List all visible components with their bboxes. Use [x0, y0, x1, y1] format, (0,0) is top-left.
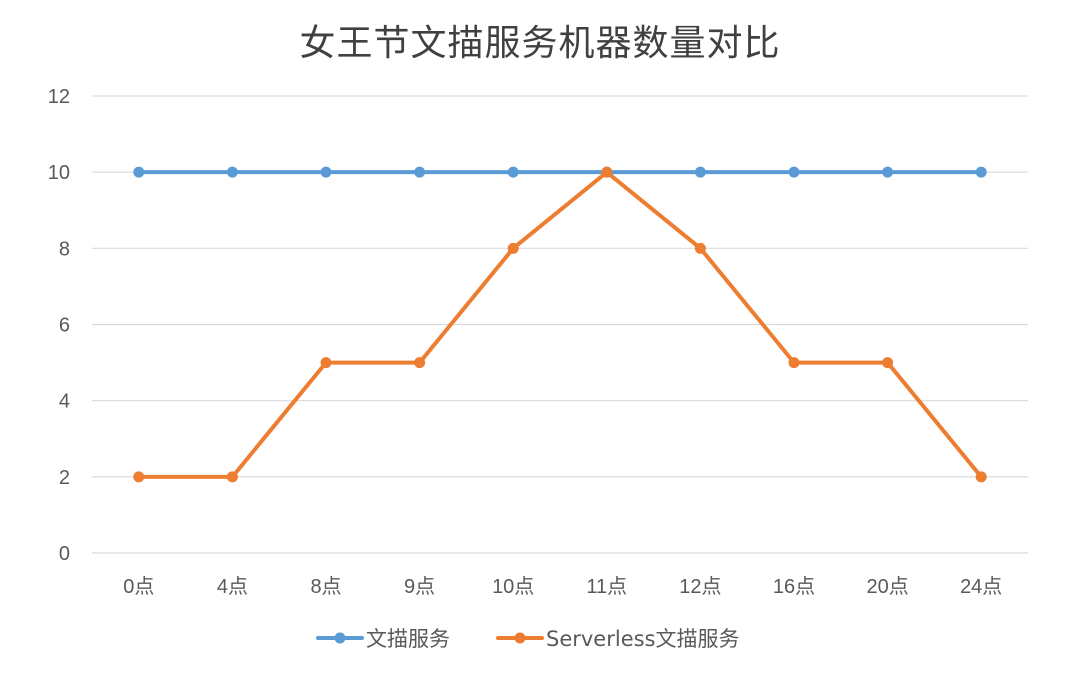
x-tick-label: 20点: [866, 575, 908, 598]
legend: 文描服务 Serverless文描服务: [316, 627, 740, 651]
data-point: [226, 471, 238, 483]
gridlines: [92, 95, 1028, 554]
data-point: [414, 357, 426, 369]
y-tick-label: 6: [59, 315, 70, 337]
data-point: [975, 166, 987, 178]
y-axis-ticks: 0 2 4 6 8 10 12: [48, 86, 70, 565]
y-tick-label: 4: [59, 391, 70, 413]
x-tick-label: 16点: [773, 575, 815, 598]
x-tick-label: 11点: [586, 575, 627, 598]
x-tick-label: 0点: [123, 575, 154, 598]
chart-title: 女王节文描服务机器数量对比: [299, 23, 781, 64]
x-tick-label: 12点: [679, 575, 721, 598]
x-tick-label: 10点: [492, 575, 534, 598]
x-axis-ticks: 0点 4点 8点 9点 10点 11点 12点 16点 20点 24点: [123, 575, 1002, 598]
legend-swatch-marker: [514, 632, 526, 644]
y-tick-label: 10: [48, 162, 70, 184]
series-0: [133, 166, 987, 178]
legend-label: 文描服务: [366, 627, 450, 651]
data-point: [694, 166, 706, 178]
y-tick-label: 0: [59, 543, 70, 565]
y-tick-label: 8: [59, 238, 70, 260]
x-tick-label: 4点: [217, 575, 248, 598]
series-1: [133, 166, 987, 483]
data-point: [507, 166, 519, 178]
legend-label: Serverless文描服务: [546, 627, 740, 651]
data-point: [788, 357, 800, 369]
data-point: [788, 166, 800, 178]
data-point: [320, 357, 332, 369]
data-point: [133, 166, 145, 178]
series-group: [133, 166, 987, 483]
x-tick-label: 9点: [404, 575, 435, 598]
data-point: [975, 471, 987, 483]
legend-swatch-marker: [334, 632, 346, 644]
data-point: [226, 166, 238, 178]
data-point: [601, 166, 613, 178]
data-point: [133, 471, 145, 483]
data-point: [882, 166, 894, 178]
data-point: [320, 166, 332, 178]
y-tick-label: 12: [48, 86, 70, 108]
data-point: [414, 166, 426, 178]
data-point: [694, 242, 706, 254]
y-tick-label: 2: [59, 467, 70, 489]
data-point: [507, 242, 519, 254]
series-line: [136, 170, 984, 479]
data-point: [882, 357, 894, 369]
x-tick-label: 8点: [310, 575, 341, 598]
x-tick-label: 24点: [960, 575, 1002, 598]
